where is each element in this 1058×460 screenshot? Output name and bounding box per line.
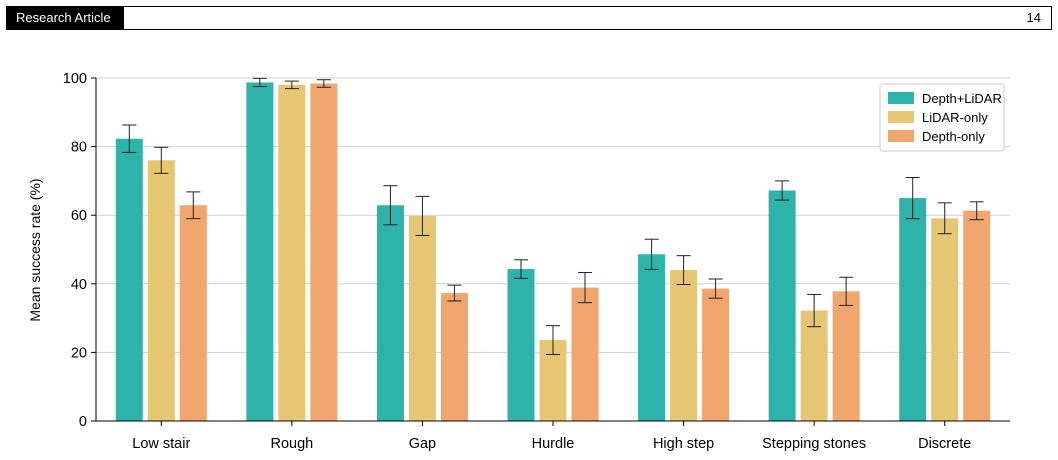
axes: 0 20 40 60 80 100 Low stair Rough Gap Hurdle High … <box>63 71 1010 452</box>
bar <box>768 190 796 421</box>
article-type-label: Research Article <box>7 7 124 29</box>
x-tick-label: Low stair <box>132 436 190 452</box>
y-axis-label: Mean success rate (%) <box>27 178 43 321</box>
bar <box>179 205 207 421</box>
bar <box>246 82 274 422</box>
bar <box>376 205 404 421</box>
bar <box>278 84 306 422</box>
legend-swatch <box>888 111 914 123</box>
bar <box>408 215 436 421</box>
x-tick-label: Rough <box>270 436 313 452</box>
legend-label: Depth+LiDAR <box>922 91 1002 106</box>
x-tick-label: High step <box>653 436 714 452</box>
bar <box>638 254 666 421</box>
x-tick-label: Hurdle <box>532 436 575 452</box>
bar <box>571 287 599 421</box>
y-tick-label: 40 <box>71 277 87 293</box>
y-tick-label: 100 <box>63 71 87 87</box>
bar <box>670 270 698 421</box>
bar <box>507 269 535 421</box>
y-tick-label: 60 <box>71 208 87 224</box>
bar <box>832 291 860 421</box>
bar <box>800 310 828 421</box>
grid-lines <box>96 77 1010 353</box>
x-tick-label: Discrete <box>918 436 971 452</box>
page-number: 14 <box>1026 10 1041 25</box>
article-header: Research Article 14 <box>6 6 1052 30</box>
legend-label: LiDAR-only <box>922 110 988 125</box>
bars <box>115 77 991 422</box>
y-tick-label: 0 <box>79 414 87 430</box>
bar <box>440 293 468 421</box>
bar <box>147 160 175 421</box>
y-tick-label: 20 <box>71 345 87 361</box>
legend-swatch <box>888 130 914 142</box>
bar <box>963 210 991 421</box>
y-tick-label: 80 <box>71 140 87 156</box>
x-tick-label: Gap <box>409 436 436 452</box>
legend-label: Depth-only <box>922 129 985 144</box>
legend-swatch <box>888 92 914 104</box>
bar <box>310 83 338 421</box>
legend: Depth+LiDAR LiDAR-only Depth-only <box>879 83 1005 152</box>
bar <box>702 288 730 421</box>
x-tick-label: Stepping stones <box>762 436 866 452</box>
bar <box>931 218 959 421</box>
bar <box>115 138 143 421</box>
bar <box>899 198 927 421</box>
